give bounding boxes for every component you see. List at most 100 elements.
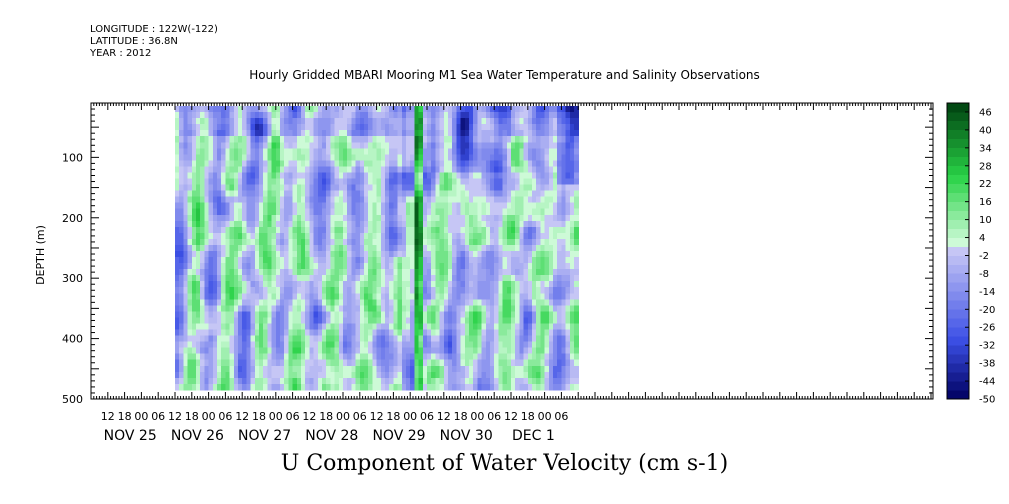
field-cell bbox=[322, 317, 327, 325]
field-cell bbox=[435, 244, 441, 252]
field-cell bbox=[569, 281, 575, 288]
field-cell bbox=[389, 184, 394, 192]
field-cell bbox=[343, 130, 348, 137]
field-cell bbox=[372, 263, 378, 270]
field-cell bbox=[536, 124, 541, 131]
field-cell bbox=[347, 196, 352, 204]
field-cell bbox=[271, 329, 277, 337]
field-cell bbox=[338, 347, 344, 355]
field-cell bbox=[532, 347, 537, 355]
field-cell bbox=[309, 232, 315, 240]
field-cell bbox=[288, 299, 294, 306]
field-cell bbox=[204, 214, 210, 222]
field-cell bbox=[275, 347, 281, 355]
field-cell bbox=[317, 347, 323, 355]
field-cell bbox=[280, 142, 285, 149]
field-cell bbox=[309, 130, 315, 137]
field-cell bbox=[452, 124, 457, 131]
field-cell bbox=[435, 287, 441, 294]
field-cell bbox=[519, 269, 525, 276]
field-cell bbox=[519, 184, 525, 192]
field-cell bbox=[443, 383, 449, 391]
field-cell bbox=[557, 257, 562, 264]
field-cell bbox=[439, 118, 445, 125]
field-cell bbox=[385, 287, 390, 294]
field-cell bbox=[502, 220, 508, 228]
plot-frame bbox=[90, 102, 934, 400]
field-cell bbox=[326, 287, 331, 294]
field-cell bbox=[338, 148, 344, 155]
field-cell bbox=[288, 251, 294, 258]
field-cell bbox=[229, 257, 235, 264]
field-cell bbox=[569, 317, 575, 325]
field-cell bbox=[259, 190, 264, 198]
field-cell bbox=[401, 341, 407, 349]
field-cell bbox=[443, 142, 449, 149]
field-cell bbox=[187, 166, 193, 174]
field-cell bbox=[464, 226, 470, 234]
field-cell bbox=[410, 329, 415, 337]
field-cell bbox=[175, 136, 180, 143]
field-cell bbox=[456, 136, 462, 143]
field-cell bbox=[443, 317, 449, 325]
field-cell bbox=[217, 281, 222, 288]
field-cell bbox=[544, 293, 550, 300]
field-cell bbox=[292, 377, 298, 385]
field-cell bbox=[519, 377, 525, 385]
field-cell bbox=[544, 311, 550, 319]
field-cell bbox=[343, 178, 348, 186]
field-cell bbox=[519, 335, 525, 343]
field-cell bbox=[456, 238, 462, 246]
field-cell bbox=[532, 226, 537, 234]
field-cell bbox=[221, 377, 226, 385]
field-cell bbox=[364, 305, 369, 313]
field-cell bbox=[280, 232, 285, 240]
field-cell bbox=[561, 148, 567, 155]
field-cell bbox=[506, 347, 512, 355]
field-cell bbox=[217, 196, 222, 204]
field-cell bbox=[532, 311, 537, 319]
field-cell bbox=[464, 232, 470, 240]
field-cell bbox=[334, 172, 340, 180]
field-cell bbox=[359, 341, 365, 349]
field-cell bbox=[431, 214, 436, 222]
field-cell bbox=[574, 347, 579, 355]
field-cell bbox=[574, 317, 579, 325]
field-cell bbox=[481, 130, 487, 137]
field-cell bbox=[191, 190, 197, 198]
field-cell bbox=[519, 311, 525, 319]
field-cell bbox=[301, 238, 306, 246]
field-cell bbox=[448, 160, 453, 168]
field-cell bbox=[175, 232, 180, 240]
field-cell bbox=[511, 251, 516, 258]
field-cell bbox=[296, 130, 302, 137]
field-cell bbox=[330, 299, 336, 306]
field-cell bbox=[443, 257, 449, 264]
field-cell bbox=[548, 383, 554, 391]
field-cell bbox=[288, 359, 294, 367]
field-cell bbox=[246, 359, 252, 367]
field-cell bbox=[548, 196, 554, 204]
field-cell bbox=[469, 190, 474, 198]
field-cell bbox=[280, 371, 285, 379]
field-cell bbox=[191, 226, 197, 234]
field-cell bbox=[191, 166, 197, 174]
field-cell bbox=[284, 202, 289, 210]
field-cell bbox=[456, 257, 462, 264]
field-cell bbox=[431, 293, 436, 300]
field-cell bbox=[233, 172, 239, 180]
field-cell bbox=[397, 172, 403, 180]
field-cell bbox=[485, 232, 491, 240]
field-cell bbox=[275, 142, 281, 149]
field-cell bbox=[532, 353, 537, 361]
field-cell bbox=[506, 184, 512, 192]
field-cell bbox=[191, 196, 197, 204]
field-cell bbox=[317, 142, 323, 149]
field-cell bbox=[519, 257, 525, 264]
field-cell bbox=[250, 353, 256, 361]
field-cell bbox=[532, 142, 537, 149]
field-cell bbox=[313, 202, 319, 210]
field-cell bbox=[196, 118, 201, 125]
field-cell bbox=[427, 160, 432, 168]
field-cell bbox=[326, 178, 331, 186]
